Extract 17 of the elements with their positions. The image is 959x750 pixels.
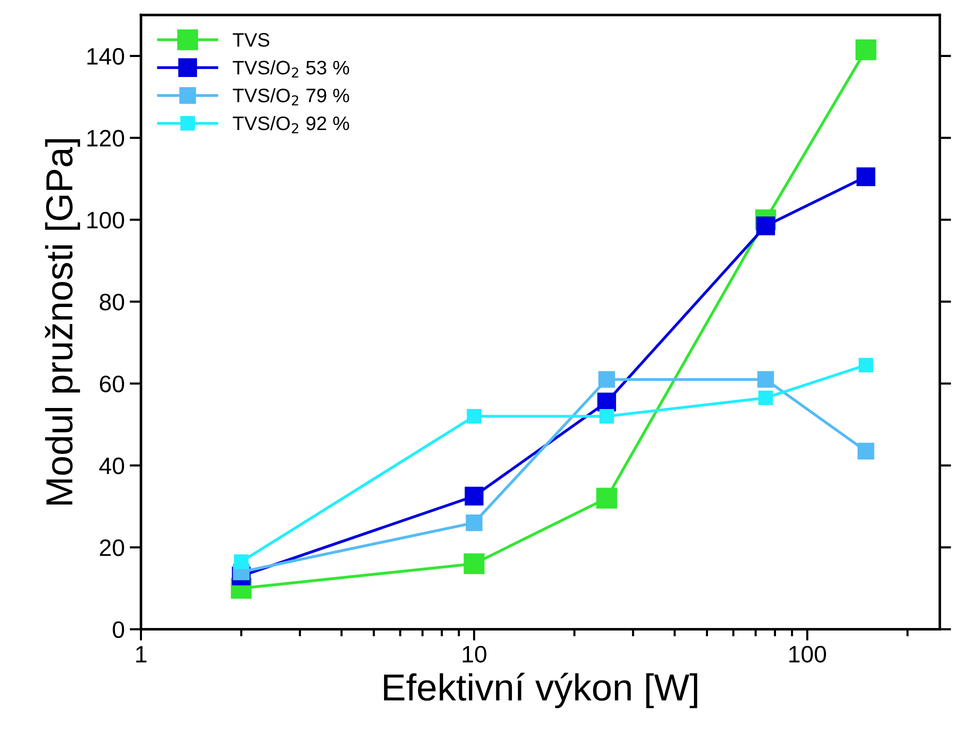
x-axis-title: Efektivní výkon [W] — [384, 672, 698, 708]
y-tick-label: 100 — [87, 212, 124, 229]
y-axis-title: Modul pružnosti [GPa] — [44, 139, 80, 505]
y-tick-label: 0 — [112, 621, 124, 638]
y-tick-label: 40 — [99, 458, 124, 474]
y-tick-label: 60 — [100, 376, 124, 392]
x-tick-label: 100 — [789, 646, 826, 663]
x-tick-label: 1 — [136, 646, 146, 662]
y-tick-label: 20 — [100, 539, 124, 556]
x-tick-label: 10 — [462, 646, 486, 663]
legend-label: TVS — [232, 33, 270, 47]
legend-label: TVS/O$_{2}$ 92 % — [232, 116, 350, 134]
legend-label: TVS/O$_{2}$ 53 % — [232, 60, 350, 78]
y-tick-label: 140 — [87, 48, 124, 65]
y-tick-label: 80 — [100, 294, 124, 310]
y-tick-label: 120 — [87, 130, 124, 147]
legend-label: TVS/O$_{2}$ 79 % — [232, 88, 350, 106]
